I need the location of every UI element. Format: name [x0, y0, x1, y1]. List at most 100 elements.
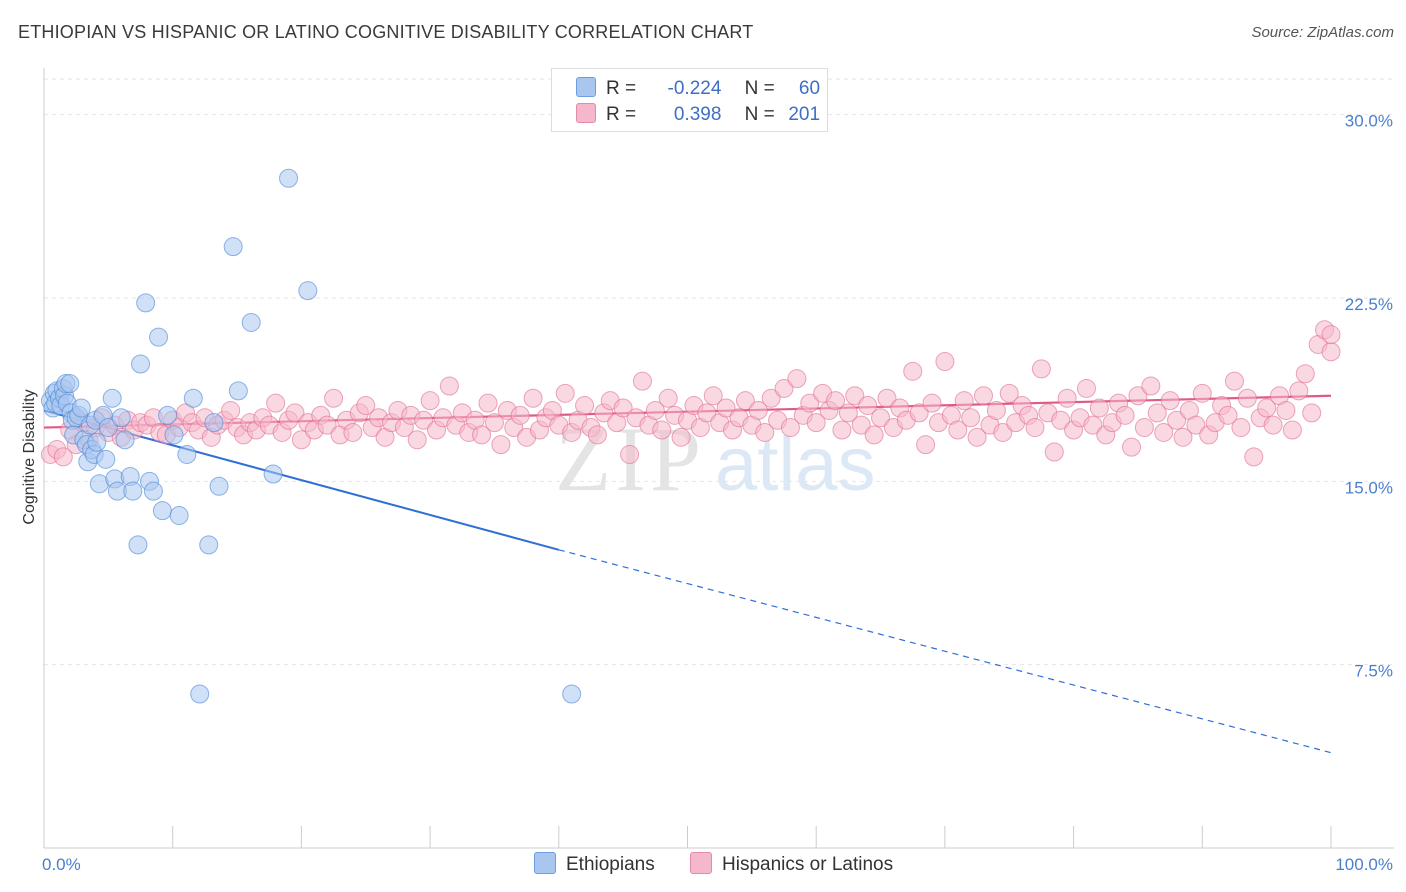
data-point — [143, 481, 163, 501]
data-point — [407, 430, 427, 450]
data-point — [128, 535, 148, 555]
data-point — [587, 425, 607, 445]
series-ethiopians — [40, 168, 582, 704]
data-point — [909, 403, 929, 423]
data-point — [169, 506, 189, 526]
legend-swatch-hispanics — [576, 103, 596, 123]
trend-line-ethiopians-extension — [558, 549, 1332, 754]
data-point — [1192, 383, 1212, 403]
data-point — [324, 388, 344, 408]
data-point — [266, 393, 286, 413]
data-point — [149, 327, 169, 347]
data-point — [935, 352, 955, 372]
data-point — [98, 418, 118, 438]
data-point — [96, 449, 116, 469]
data-point — [1237, 388, 1257, 408]
data-point — [967, 427, 987, 447]
data-point — [228, 381, 248, 401]
data-point — [864, 425, 884, 445]
data-point — [1122, 437, 1142, 457]
data-point — [1089, 398, 1109, 418]
data-point — [343, 422, 363, 442]
data-point — [826, 391, 846, 411]
data-point — [1154, 422, 1174, 442]
data-point — [961, 408, 981, 428]
data-point — [199, 535, 219, 555]
bottom-legend-ethiopians: Ethiopians — [534, 852, 655, 876]
data-point — [152, 501, 172, 521]
data-point — [204, 413, 224, 433]
data-point — [1282, 420, 1302, 440]
data-point — [832, 420, 852, 440]
source-credit: Source: ZipAtlas.com — [1251, 24, 1394, 41]
data-point — [703, 386, 723, 406]
data-point — [1218, 405, 1238, 425]
data-points — [40, 168, 1341, 704]
data-point — [658, 388, 678, 408]
data-point — [748, 400, 768, 420]
data-point — [903, 361, 923, 381]
y-tick-label: 15.0% — [1345, 478, 1393, 497]
data-point — [298, 281, 318, 301]
data-point — [164, 425, 184, 445]
bottom-legend-label: Hispanics or Latinos — [722, 854, 894, 875]
legend-r-value: 0.398 — [673, 104, 722, 125]
data-point — [1141, 376, 1161, 396]
data-point — [263, 464, 283, 484]
data-point — [71, 398, 91, 418]
data-point — [279, 168, 299, 188]
data-point — [414, 410, 434, 430]
data-point — [356, 396, 376, 416]
data-point — [123, 481, 143, 501]
x-tick-label-min: 0.0% — [42, 855, 81, 874]
data-point — [877, 388, 897, 408]
data-point — [510, 405, 530, 425]
data-point — [671, 427, 691, 447]
data-point — [1115, 405, 1135, 425]
data-point — [1295, 364, 1315, 384]
data-point — [871, 408, 891, 428]
data-point — [774, 378, 794, 398]
data-point — [1025, 418, 1045, 438]
legend-r-value: -0.224 — [667, 78, 722, 99]
data-point — [1186, 415, 1206, 435]
data-point — [1083, 415, 1103, 435]
data-point — [1244, 447, 1264, 467]
legend-n-label: N = — [744, 104, 775, 125]
y-tick-label: 7.5% — [1354, 662, 1393, 681]
data-point — [209, 476, 229, 496]
data-point — [838, 403, 858, 423]
data-point — [806, 413, 826, 433]
data-point — [1231, 418, 1251, 438]
grid-lines — [44, 78, 1394, 666]
data-point — [472, 425, 492, 445]
data-point — [1263, 415, 1283, 435]
data-point — [858, 396, 878, 416]
data-point — [575, 396, 595, 416]
bottom-legend-swatch-ethiopians — [534, 852, 556, 874]
data-point — [1134, 418, 1154, 438]
data-point — [851, 415, 871, 435]
data-point — [177, 444, 197, 464]
data-point — [183, 388, 203, 408]
data-point — [1276, 400, 1296, 420]
legend-r-label: R = — [606, 104, 637, 125]
legend-r-label: R = — [606, 78, 637, 99]
data-point — [555, 383, 575, 403]
data-point — [1057, 388, 1077, 408]
data-point — [523, 388, 543, 408]
data-point — [954, 391, 974, 411]
data-point — [1044, 442, 1064, 462]
data-point — [1321, 325, 1341, 345]
data-point — [632, 371, 652, 391]
data-point — [1289, 381, 1309, 401]
data-point — [800, 393, 820, 413]
data-point — [420, 391, 440, 411]
data-point — [1147, 403, 1167, 423]
bottom-legend-label: Ethiopians — [566, 854, 655, 875]
data-point — [716, 398, 736, 418]
data-point — [761, 388, 781, 408]
data-point — [478, 393, 498, 413]
data-point — [620, 444, 640, 464]
data-point — [317, 415, 337, 435]
